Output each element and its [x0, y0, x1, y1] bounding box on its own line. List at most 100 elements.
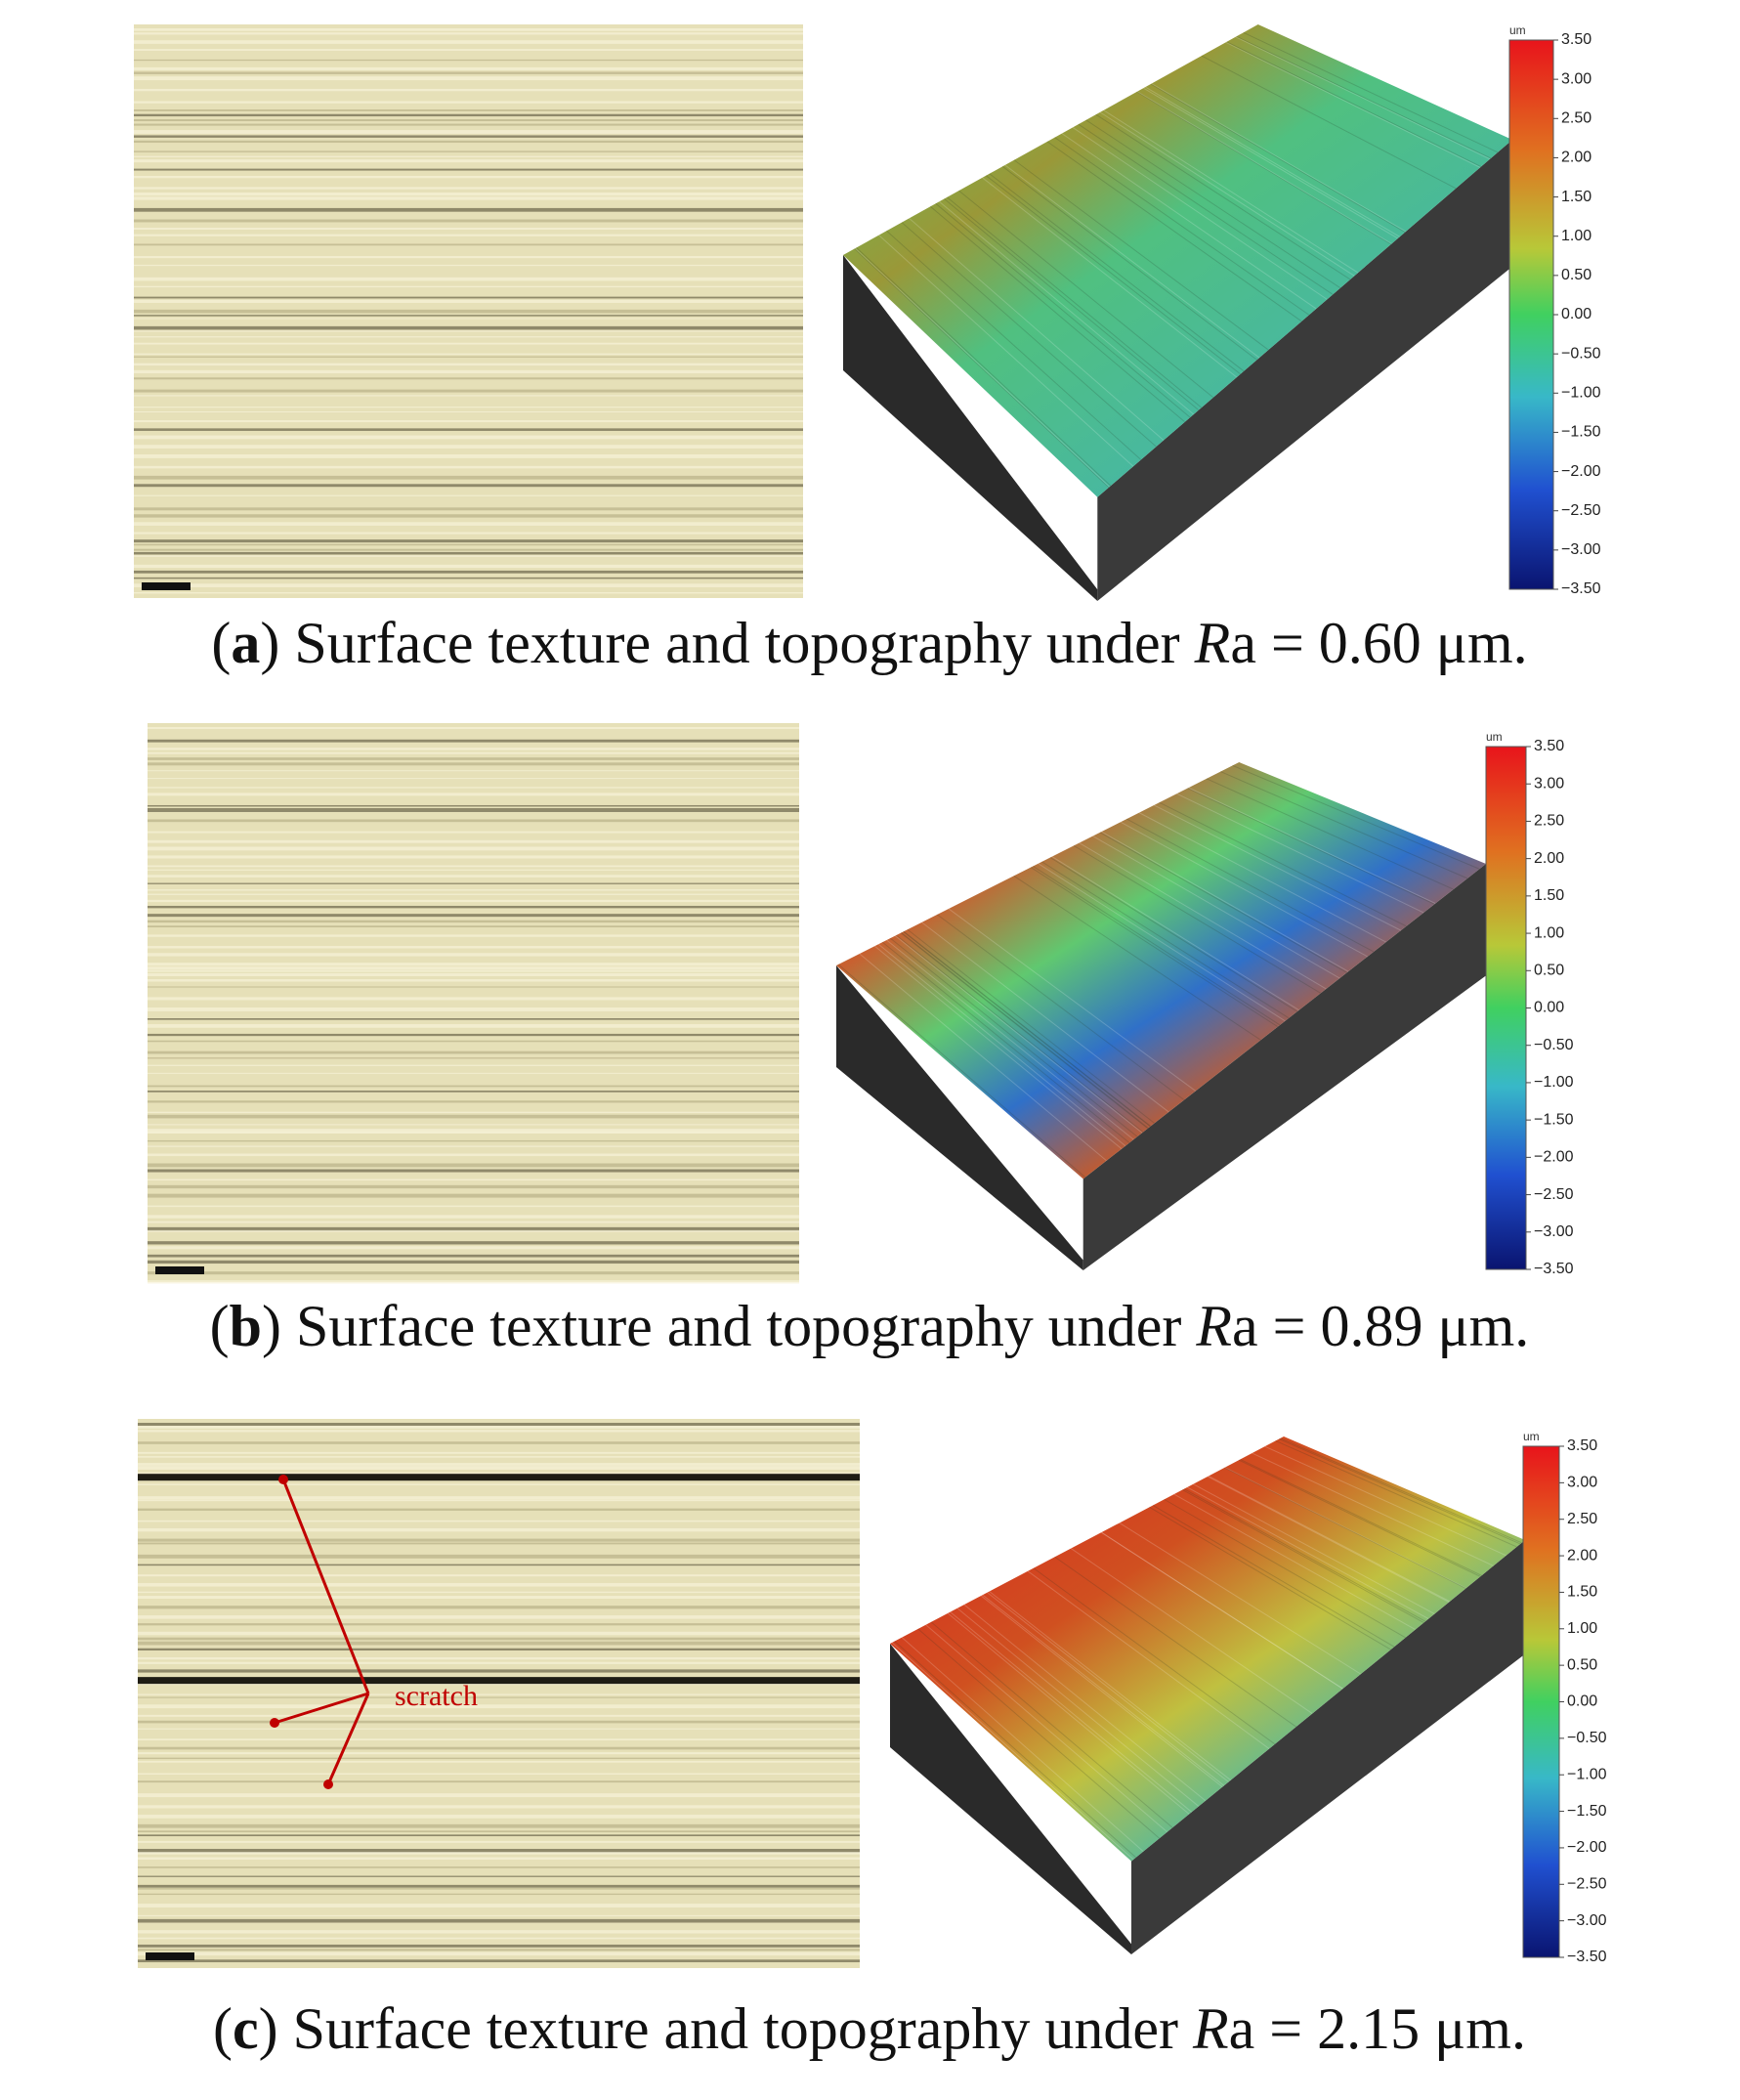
topography-ridge [1033, 865, 1281, 1026]
topography-ridge [1085, 119, 1341, 289]
caption-part: ( [210, 1294, 230, 1358]
texture-stripe [138, 1669, 860, 1673]
colorbar-tick-label: 0.00 [1534, 1000, 1564, 1016]
texture-stripe [134, 71, 803, 74]
texture-stripe [148, 914, 799, 918]
caption-part: ( [211, 611, 231, 675]
topography-ridge [958, 190, 1214, 399]
texture-stripe [138, 1884, 860, 1888]
texture-stripe [138, 1959, 860, 1963]
texture-stripe [134, 113, 803, 117]
texture-stripe [134, 123, 803, 126]
topography-ridge [1280, 1437, 1522, 1544]
texture-stripe [138, 1641, 860, 1646]
texture-stripe [148, 1100, 799, 1103]
texture-stripe [134, 49, 803, 51]
texture-stripe [134, 59, 803, 62]
topography-ridge [1070, 1548, 1313, 1714]
texture-stripe [138, 1834, 860, 1837]
colorbar-tick-label: −2.00 [1567, 1839, 1607, 1856]
colorbar-tick-label: 1.00 [1561, 228, 1591, 244]
caption: (b) Surface texture and topography under… [210, 1294, 1530, 1358]
topography-ridge [894, 1641, 1137, 1859]
topography-ridge [1208, 1476, 1451, 1603]
texture-stripe [134, 159, 803, 163]
colorbar-tick-label: 2.50 [1561, 110, 1591, 127]
texture-stripe [138, 1714, 860, 1717]
scratch-line [138, 1677, 860, 1685]
texture-stripe [138, 1930, 860, 1934]
topography-ridge [1079, 842, 1327, 990]
colorbar [1508, 39, 1554, 590]
texture-stripe [134, 88, 803, 92]
topography-ridge [1264, 1445, 1507, 1557]
topography-ridge [989, 173, 1245, 372]
topography-ridge [901, 1637, 1144, 1853]
topography-ridge [901, 932, 1149, 1129]
texture-stripe [148, 963, 799, 966]
topography-ridge [944, 198, 1200, 411]
texture-stripe [148, 1221, 799, 1223]
colorbar-tick-label: 0.50 [1567, 1656, 1597, 1673]
colorbar-tick-label: 0.50 [1561, 267, 1591, 283]
texture-stripe [138, 1914, 860, 1917]
texture-stripe [138, 1704, 860, 1709]
texture-stripe [148, 1280, 799, 1284]
scratch-line [138, 1474, 860, 1481]
topography-ridge [925, 1624, 1168, 1833]
topography-ridge [909, 218, 1165, 441]
annotation-arrow [326, 1693, 370, 1785]
texture-stripe [134, 435, 803, 440]
topography-ridge [1126, 818, 1375, 953]
topography-ridge [1186, 1486, 1429, 1620]
texture-stripe [134, 150, 803, 152]
colorbar-unit: um [1523, 1430, 1540, 1443]
texture-stripe [134, 532, 803, 535]
texture-stripe [138, 1596, 860, 1599]
texture-stripe [134, 591, 803, 594]
texture-stripe [134, 309, 803, 314]
topography-ridge [1150, 83, 1406, 233]
texture-stripe [148, 1007, 799, 1011]
texture-stripe [148, 1124, 799, 1126]
texture-stripe [138, 1499, 860, 1502]
colorbar-tick-label: −2.50 [1534, 1186, 1574, 1203]
texture-stripe [134, 494, 803, 496]
topography-ridge [937, 914, 1185, 1100]
colorbar-tick-label: 1.50 [1534, 887, 1564, 904]
texture-stripe [148, 920, 799, 923]
texture-stripe [138, 1606, 860, 1609]
texture-stripe [134, 445, 803, 449]
topography-ridge [1206, 778, 1454, 890]
texture-stripe [134, 363, 803, 366]
topography-ridge [1101, 1531, 1343, 1690]
texture-stripe [134, 285, 803, 288]
texture-stripe [148, 787, 799, 789]
colorbar-tick-label: −2.50 [1561, 502, 1601, 519]
texture-stripe [138, 1738, 860, 1741]
colorbar-tick-label: −0.50 [1561, 345, 1601, 362]
topography-ridge [1252, 1452, 1494, 1566]
colorbar-tick-label: 2.00 [1534, 850, 1564, 867]
texture-stripe [148, 770, 799, 772]
topography-ridge [947, 196, 1203, 408]
scale-bar [146, 1952, 194, 1960]
texture-stripe [148, 727, 799, 730]
texture-stripe [134, 135, 803, 138]
texture-stripe [138, 1508, 860, 1511]
topography-ridge [1099, 832, 1347, 973]
colorbar-tick-label: −2.00 [1534, 1149, 1574, 1166]
texture-stripe [138, 1857, 860, 1861]
texture-stripe [138, 1875, 860, 1877]
texture-stripe [148, 1184, 799, 1189]
texture-stripe [148, 899, 799, 903]
topography-ridge [881, 941, 1130, 1143]
texture-stripe [134, 453, 803, 458]
colorbar-tick-label: 0.00 [1567, 1693, 1597, 1710]
topography-ridge [1001, 165, 1257, 361]
topography-ridge [1236, 35, 1492, 159]
texture-stripe [134, 356, 803, 358]
texture-stripe [134, 296, 803, 299]
texture-stripe [134, 76, 803, 81]
texture-stripe [138, 1866, 860, 1868]
